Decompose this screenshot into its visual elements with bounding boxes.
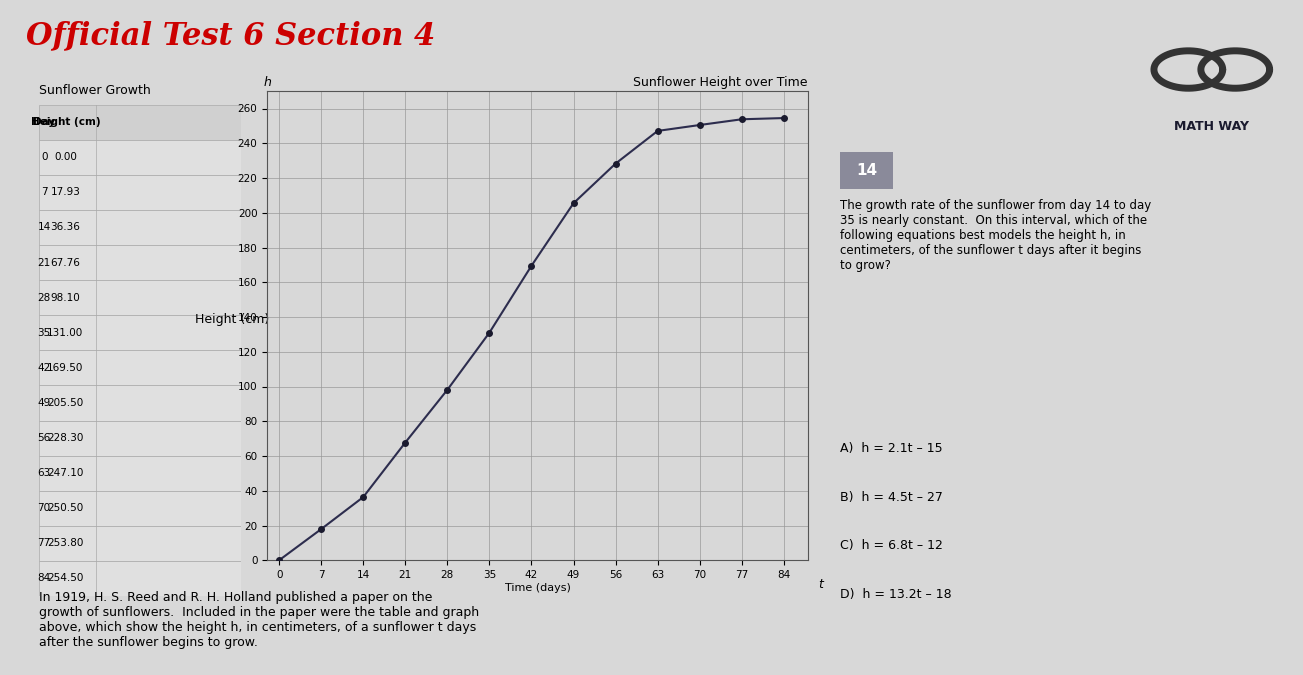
Text: The growth rate of the sunflower from day 14 to day
35 is nearly constant.  On t: The growth rate of the sunflower from da…: [840, 199, 1152, 272]
Y-axis label: Height (cm): Height (cm): [195, 313, 270, 326]
Text: 131.00: 131.00: [47, 328, 83, 338]
Text: 42: 42: [38, 363, 51, 373]
FancyBboxPatch shape: [39, 140, 241, 175]
FancyBboxPatch shape: [39, 526, 241, 561]
Text: Sunflower Growth: Sunflower Growth: [39, 84, 151, 97]
Text: MATH WAY: MATH WAY: [1174, 120, 1250, 133]
Text: 56: 56: [38, 433, 51, 443]
Text: In 1919, H. S. Reed and R. H. Holland published a paper on the
growth of sunflow: In 1919, H. S. Reed and R. H. Holland pu…: [39, 591, 480, 649]
FancyBboxPatch shape: [39, 245, 241, 280]
Text: 28: 28: [38, 293, 51, 302]
Text: Height (cm): Height (cm): [30, 117, 100, 127]
Text: 250.50: 250.50: [47, 504, 83, 513]
Text: h: h: [263, 76, 271, 89]
Text: t: t: [818, 578, 823, 591]
FancyBboxPatch shape: [39, 105, 241, 140]
Text: 36.36: 36.36: [51, 223, 81, 232]
FancyBboxPatch shape: [39, 561, 241, 596]
Text: 228.30: 228.30: [47, 433, 83, 443]
Text: Official Test 6 Section 4: Official Test 6 Section 4: [26, 20, 435, 51]
Text: 49: 49: [38, 398, 51, 408]
Text: 253.80: 253.80: [47, 539, 83, 548]
FancyBboxPatch shape: [39, 491, 241, 526]
Text: A)  h = 2.1t – 15: A) h = 2.1t – 15: [840, 442, 943, 455]
Text: Day: Day: [33, 117, 55, 127]
FancyBboxPatch shape: [39, 210, 241, 245]
FancyBboxPatch shape: [39, 421, 241, 456]
FancyBboxPatch shape: [39, 456, 241, 491]
Text: 98.10: 98.10: [51, 293, 81, 302]
Text: 67.76: 67.76: [51, 258, 81, 267]
Text: 35: 35: [38, 328, 51, 338]
Text: 77: 77: [38, 539, 51, 548]
X-axis label: Time (days): Time (days): [504, 583, 571, 593]
Text: 0: 0: [40, 153, 47, 162]
FancyBboxPatch shape: [39, 315, 241, 350]
Text: 169.50: 169.50: [47, 363, 83, 373]
Text: 247.10: 247.10: [47, 468, 83, 478]
Text: 84: 84: [38, 574, 51, 583]
Text: 63: 63: [38, 468, 51, 478]
Text: C)  h = 6.8t – 12: C) h = 6.8t – 12: [840, 539, 943, 552]
FancyBboxPatch shape: [840, 152, 893, 189]
Text: 21: 21: [38, 258, 51, 267]
Text: 0.00: 0.00: [53, 153, 77, 162]
FancyBboxPatch shape: [39, 350, 241, 385]
Text: 17.93: 17.93: [51, 188, 81, 197]
Text: 254.50: 254.50: [47, 574, 83, 583]
FancyBboxPatch shape: [39, 280, 241, 315]
Text: 70: 70: [38, 504, 51, 513]
FancyBboxPatch shape: [39, 175, 241, 210]
Text: 14: 14: [856, 163, 877, 178]
FancyBboxPatch shape: [39, 385, 241, 421]
Text: B)  h = 4.5t – 27: B) h = 4.5t – 27: [840, 491, 943, 504]
Text: 205.50: 205.50: [47, 398, 83, 408]
Text: D)  h = 13.2t – 18: D) h = 13.2t – 18: [840, 588, 952, 601]
Text: 7: 7: [40, 188, 47, 197]
Text: Sunflower Height over Time: Sunflower Height over Time: [633, 76, 808, 88]
Text: 14: 14: [38, 223, 51, 232]
